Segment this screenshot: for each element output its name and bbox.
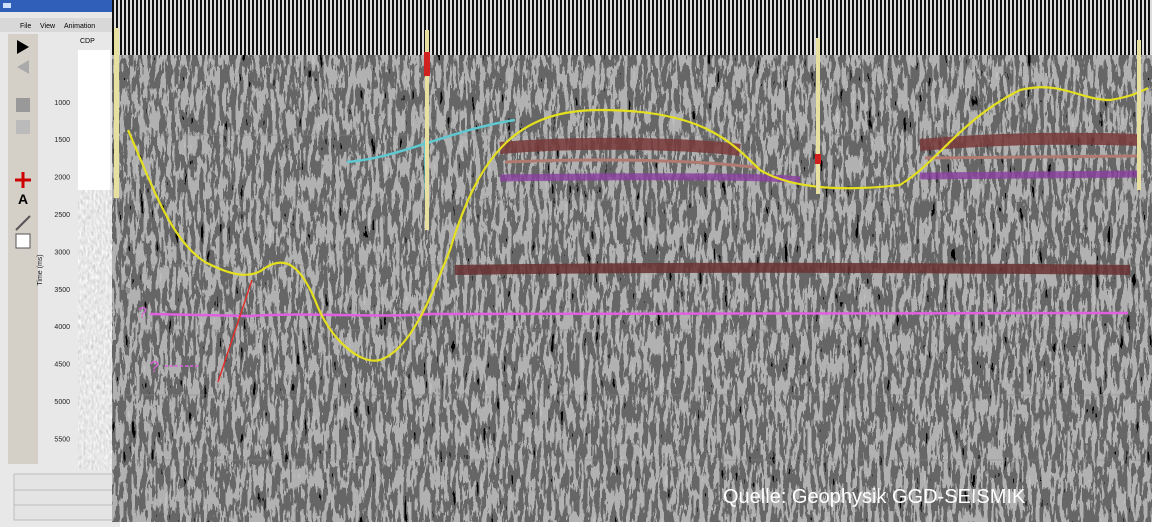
seismic-section: ? ? Quelle: Geophysik GGD-SEISMIK [112, 0, 1152, 522]
status-bar [14, 474, 114, 520]
time-tick-label: 4000 [54, 324, 70, 331]
well [1137, 40, 1141, 190]
time-axis-label: Time (ms) [37, 254, 44, 285]
well [816, 38, 820, 194]
panel-white [78, 50, 110, 190]
rect-tool[interactable] [16, 234, 30, 248]
text-tool[interactable]: A [18, 191, 28, 207]
mini-section [78, 190, 112, 470]
well [114, 28, 119, 198]
time-tick-label: 5500 [54, 436, 70, 443]
menu-item[interactable]: File [20, 23, 31, 30]
time-tick-label: 4500 [54, 362, 70, 369]
cdp-label: CDP [80, 38, 95, 45]
question-marker: ? [150, 359, 159, 376]
horizon-deep [455, 268, 1130, 270]
screenshot: File View Animation A CDP Time (ms) 1000… [0, 0, 1161, 527]
time-tick-label: 2000 [54, 175, 70, 182]
time-tick-label: 5000 [54, 399, 70, 406]
time-tick-label: 3000 [54, 249, 70, 256]
caption: Quelle: Geophysik GGD-SEISMIK [723, 486, 1026, 508]
tool-button[interactable] [16, 98, 30, 112]
trace-header [112, 0, 1152, 60]
menu-item[interactable]: View [40, 23, 56, 30]
time-tick-label: 1500 [54, 137, 70, 144]
window-icon [3, 3, 11, 8]
time-tick-label: 2500 [54, 212, 70, 219]
title-bar [0, 0, 120, 12]
tool-button[interactable] [16, 120, 30, 134]
menu-bar [0, 18, 120, 32]
app-window: File View Animation A CDP Time (ms) 1000… [0, 0, 120, 527]
well-marker [815, 154, 821, 164]
time-tick-label: 1000 [54, 100, 70, 107]
menu-item[interactable]: Animation [64, 23, 95, 30]
shade [112, 55, 1152, 522]
question-marker: ? [138, 305, 147, 322]
well-marker [424, 52, 430, 76]
time-tick-label: 3500 [54, 287, 70, 294]
